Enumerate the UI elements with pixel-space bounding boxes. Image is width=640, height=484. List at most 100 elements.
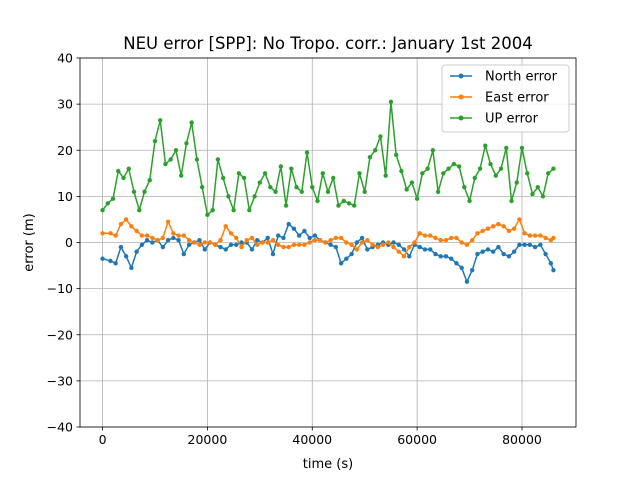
data-point-north-error	[134, 249, 139, 254]
data-point-north-error	[150, 240, 155, 245]
data-point-east-error	[469, 237, 475, 243]
data-point-up-error	[372, 148, 378, 153]
data-point-north-error	[443, 254, 449, 259]
data-point-east-error	[328, 237, 333, 243]
data-point-north-error	[234, 242, 239, 248]
data-point-up-error	[425, 166, 430, 171]
data-point-east-error	[255, 242, 260, 248]
data-point-up-error	[472, 175, 478, 181]
data-point-north-error	[485, 247, 491, 252]
data-point-up-error	[519, 145, 525, 151]
data-point-north-error	[522, 242, 527, 248]
data-point-north-error	[218, 244, 223, 250]
data-point-up-error	[189, 120, 194, 125]
series-east-error	[100, 217, 556, 259]
data-point-up-error	[451, 161, 457, 167]
legend-marker-up	[458, 115, 464, 121]
data-point-north-error	[129, 265, 134, 271]
data-point-north-error	[496, 244, 501, 250]
data-point-east-error	[270, 237, 276, 243]
x-tick-label: 40000	[292, 432, 332, 447]
data-point-north-error	[165, 237, 171, 243]
data-point-north-error	[490, 249, 496, 254]
data-point-east-error	[538, 233, 543, 238]
data-point-east-error	[380, 242, 386, 248]
data-point-up-error	[509, 198, 514, 204]
data-point-north-error	[333, 244, 339, 250]
data-point-east-error	[291, 242, 297, 248]
data-point-east-error	[302, 242, 307, 248]
data-point-north-error	[511, 249, 517, 254]
data-point-north-error	[396, 242, 401, 248]
data-point-north-error	[139, 242, 145, 248]
data-point-east-error	[459, 240, 464, 245]
data-point-up-error	[320, 171, 325, 176]
data-point-up-error	[367, 154, 373, 160]
data-point-east-error	[296, 242, 302, 248]
data-point-up-error	[220, 175, 226, 181]
data-point-north-error	[265, 235, 270, 241]
data-point-north-error	[302, 228, 307, 234]
data-point-up-error	[346, 201, 352, 206]
chart-title: NEU error [SPP]: No Tropo. corr.: Januar…	[123, 34, 533, 53]
data-point-east-error	[396, 249, 401, 254]
data-point-east-error	[213, 242, 218, 248]
data-point-east-error	[401, 254, 407, 259]
data-point-north-error	[428, 247, 433, 252]
data-point-up-error	[414, 196, 420, 201]
data-point-up-error	[540, 194, 546, 199]
data-point-up-error	[362, 189, 367, 194]
data-point-east-error	[386, 240, 391, 245]
legend-item-up: UP error	[450, 112, 539, 127]
data-point-up-error	[420, 171, 425, 176]
data-point-north-error	[344, 256, 349, 261]
data-point-up-error	[163, 161, 168, 167]
data-point-north-error	[186, 242, 192, 248]
data-point-up-error	[184, 141, 189, 146]
legend-box	[441, 64, 570, 133]
y-tick-label: −40	[47, 420, 73, 435]
data-point-east-error	[150, 235, 155, 241]
x-tick-label: 0	[99, 432, 107, 447]
data-point-up-error	[530, 191, 535, 197]
data-point-north-error	[160, 244, 166, 250]
data-point-north-error	[543, 251, 548, 257]
data-point-east-error	[506, 228, 512, 234]
data-point-north-error	[270, 251, 276, 257]
data-point-north-error	[291, 226, 297, 231]
data-point-up-error	[105, 201, 110, 206]
data-point-north-error	[296, 233, 302, 238]
data-point-up-error	[315, 198, 320, 204]
data-point-up-error	[252, 194, 257, 199]
x-tick-label: 20000	[188, 432, 228, 447]
data-point-east-error	[438, 237, 443, 243]
data-point-north-error	[181, 251, 187, 257]
data-point-up-error	[551, 166, 556, 171]
data-point-north-error	[118, 244, 124, 250]
data-point-up-error	[393, 152, 399, 158]
data-point-east-error	[144, 233, 150, 238]
data-point-up-error	[446, 166, 451, 171]
data-point-up-error	[215, 157, 221, 162]
data-point-north-error	[464, 279, 470, 284]
data-point-up-error	[483, 143, 488, 148]
legend-marker-east	[458, 94, 464, 100]
data-point-east-error	[165, 219, 171, 224]
data-point-north-error	[249, 247, 255, 252]
data-point-up-error	[493, 173, 498, 178]
data-point-east-error	[454, 235, 459, 241]
data-point-east-error	[228, 231, 234, 236]
data-point-east-error	[517, 217, 522, 222]
data-point-up-error	[435, 189, 441, 194]
data-point-north-error	[354, 240, 360, 245]
data-point-east-error	[197, 242, 202, 248]
data-point-up-error	[498, 166, 504, 171]
data-point-east-error	[349, 242, 354, 248]
data-point-up-error	[378, 134, 383, 139]
data-point-east-error	[323, 240, 328, 245]
data-point-east-error	[354, 247, 360, 252]
data-point-up-error	[210, 208, 215, 213]
data-point-north-error	[422, 247, 428, 252]
data-point-up-error	[304, 150, 310, 155]
